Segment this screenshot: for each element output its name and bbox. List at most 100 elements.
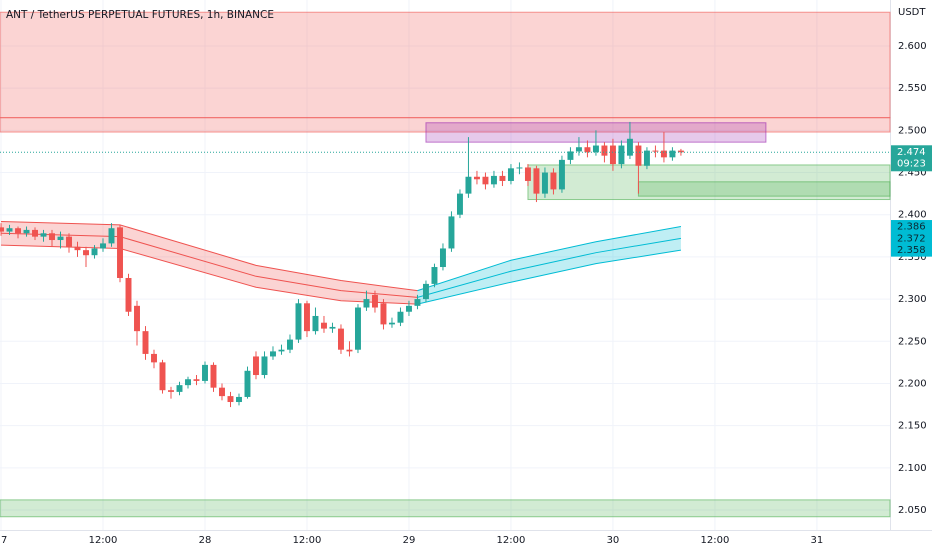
band-line xyxy=(417,237,682,298)
candle-body xyxy=(151,353,157,363)
candle-body xyxy=(354,307,361,350)
candle-body xyxy=(397,311,404,323)
x-tick-label: 12:00 xyxy=(497,535,526,546)
y-tick-label: 2.400 xyxy=(898,210,927,221)
candle-body xyxy=(575,147,582,152)
candle-body xyxy=(660,150,667,158)
candle-body xyxy=(0,227,4,232)
candle-body xyxy=(176,385,183,392)
candle-body xyxy=(465,176,472,194)
candle-body xyxy=(185,379,191,386)
candle-body xyxy=(100,243,106,249)
candle-body xyxy=(159,362,166,391)
candle-body xyxy=(337,328,344,350)
last-price-box xyxy=(891,145,932,172)
candle-body xyxy=(66,236,72,247)
candle-body xyxy=(541,172,548,194)
candle-body xyxy=(261,356,268,376)
candle-body xyxy=(15,228,21,234)
candle-body xyxy=(405,305,412,312)
candle-body xyxy=(304,303,310,332)
candle-body xyxy=(456,193,463,215)
candle-body xyxy=(278,349,285,352)
candle-body xyxy=(414,299,421,306)
candle-body xyxy=(91,248,98,256)
candle-body xyxy=(643,150,650,166)
candle-body xyxy=(244,370,251,397)
candle-body xyxy=(516,167,523,169)
x-tick-label: 27 xyxy=(0,535,7,546)
candle-body xyxy=(202,364,208,381)
candle-body xyxy=(550,172,557,190)
y-tick-label: 2.100 xyxy=(898,463,927,474)
y-tick-label: 2.550 xyxy=(898,83,927,94)
candle-body xyxy=(117,227,123,278)
y-tick-label: 2.450 xyxy=(898,168,927,179)
candle-body xyxy=(287,339,293,350)
zone xyxy=(0,11,891,119)
candle-body xyxy=(142,331,149,354)
candle-body xyxy=(652,150,659,152)
y-tick-label: 2.200 xyxy=(898,378,927,389)
candle-body xyxy=(83,250,89,256)
price-label: 2.358 xyxy=(897,245,926,256)
price-label-box xyxy=(891,220,932,234)
candle-body xyxy=(321,322,327,329)
candle-body xyxy=(295,303,302,340)
candle-body xyxy=(371,294,378,308)
y-tick-label: 2.250 xyxy=(898,336,927,347)
band-line xyxy=(1,220,418,292)
candle-body xyxy=(635,145,642,166)
candle-body xyxy=(490,175,497,185)
candle-body xyxy=(134,305,140,332)
candle-body xyxy=(236,396,242,403)
x-tick-label: 12:00 xyxy=(89,535,118,546)
candle-body xyxy=(558,159,565,190)
y-tick-label: 2.350 xyxy=(898,252,927,263)
candle-body xyxy=(125,277,132,312)
candle-body xyxy=(74,246,81,251)
price-label: 2.372 xyxy=(897,233,926,244)
candle-body xyxy=(448,216,455,249)
candle-body xyxy=(473,176,480,180)
candle-body xyxy=(49,233,55,241)
candle-body xyxy=(439,248,446,268)
y-tick-label: 2.150 xyxy=(898,421,927,432)
candle-body xyxy=(57,236,64,241)
candle-body xyxy=(23,229,30,234)
candle-body xyxy=(499,175,506,181)
band-fill xyxy=(417,226,681,305)
candle-body xyxy=(168,390,174,392)
candle-body xyxy=(210,364,217,388)
candle-body xyxy=(346,349,353,352)
x-tick-label: 12:00 xyxy=(293,535,322,546)
candle-body xyxy=(40,233,47,237)
candle-body xyxy=(609,145,616,165)
chart-title: ANT / TetherUS PERPETUAL FUTURES, 1h, BI… xyxy=(6,9,274,21)
candle-body xyxy=(601,145,608,156)
candle-body xyxy=(227,396,234,403)
band-line xyxy=(417,249,682,305)
candle-body xyxy=(482,176,489,185)
candle-body xyxy=(533,168,540,194)
candle-body xyxy=(6,228,13,232)
candle-body xyxy=(329,326,336,329)
price-label-box xyxy=(891,231,932,245)
y-tick-label: 2.500 xyxy=(898,125,927,136)
zone xyxy=(637,181,891,197)
x-tick-label: 29 xyxy=(403,535,416,546)
currency-label: USDT xyxy=(898,7,926,18)
x-tick-label: 31 xyxy=(811,535,824,546)
x-tick-label: 30 xyxy=(607,535,620,546)
price-label-box xyxy=(891,243,932,257)
candle-body xyxy=(677,150,684,153)
candle-body xyxy=(32,229,38,237)
candle-body xyxy=(626,138,633,156)
candle-body xyxy=(618,145,625,165)
candle-body xyxy=(270,351,276,357)
candle-body xyxy=(431,267,438,284)
candle-body xyxy=(193,379,200,381)
candle-body xyxy=(584,147,591,153)
candle-body xyxy=(592,145,599,153)
